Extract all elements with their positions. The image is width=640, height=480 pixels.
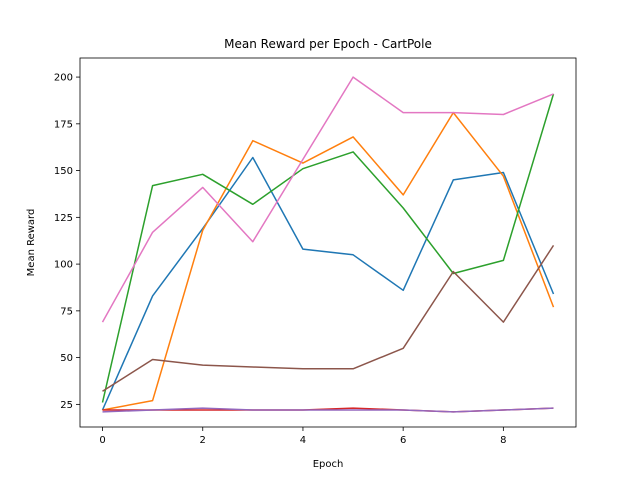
y-tick-label: 150 bbox=[54, 166, 73, 177]
y-tick-label: 200 bbox=[54, 73, 73, 84]
y-tick-label: 100 bbox=[54, 260, 73, 271]
series-line-5 bbox=[102, 407, 554, 413]
series-line-1 bbox=[101, 156, 555, 411]
series-line-2 bbox=[102, 111, 555, 411]
x-tick-label: 6 bbox=[400, 435, 406, 446]
y-axis-title: Mean Reward bbox=[26, 209, 37, 277]
series-line-6 bbox=[102, 244, 555, 392]
x-tick-label: 8 bbox=[500, 435, 506, 446]
series-line-7 bbox=[101, 76, 554, 323]
y-tick-label: 175 bbox=[54, 119, 73, 130]
y-tick-label: 75 bbox=[60, 306, 73, 317]
x-axis: 0 2 4 6 8 bbox=[99, 427, 507, 446]
x-tick-label: 4 bbox=[300, 435, 306, 446]
series-group bbox=[101, 76, 555, 413]
x-tick-label: 2 bbox=[200, 435, 206, 446]
y-tick-label: 125 bbox=[54, 213, 73, 224]
x-axis-title: Epoch bbox=[313, 459, 344, 470]
chart-title: Mean Reward per Epoch - CartPole bbox=[224, 37, 432, 51]
y-tick-label: 50 bbox=[60, 353, 73, 364]
x-tick-label: 0 bbox=[99, 435, 105, 446]
series-line-3 bbox=[101, 93, 555, 403]
y-axis: 25 50 75 100 125 150 175 200 bbox=[54, 73, 80, 411]
y-tick-label: 25 bbox=[60, 400, 73, 411]
plot-frame bbox=[79, 57, 577, 428]
